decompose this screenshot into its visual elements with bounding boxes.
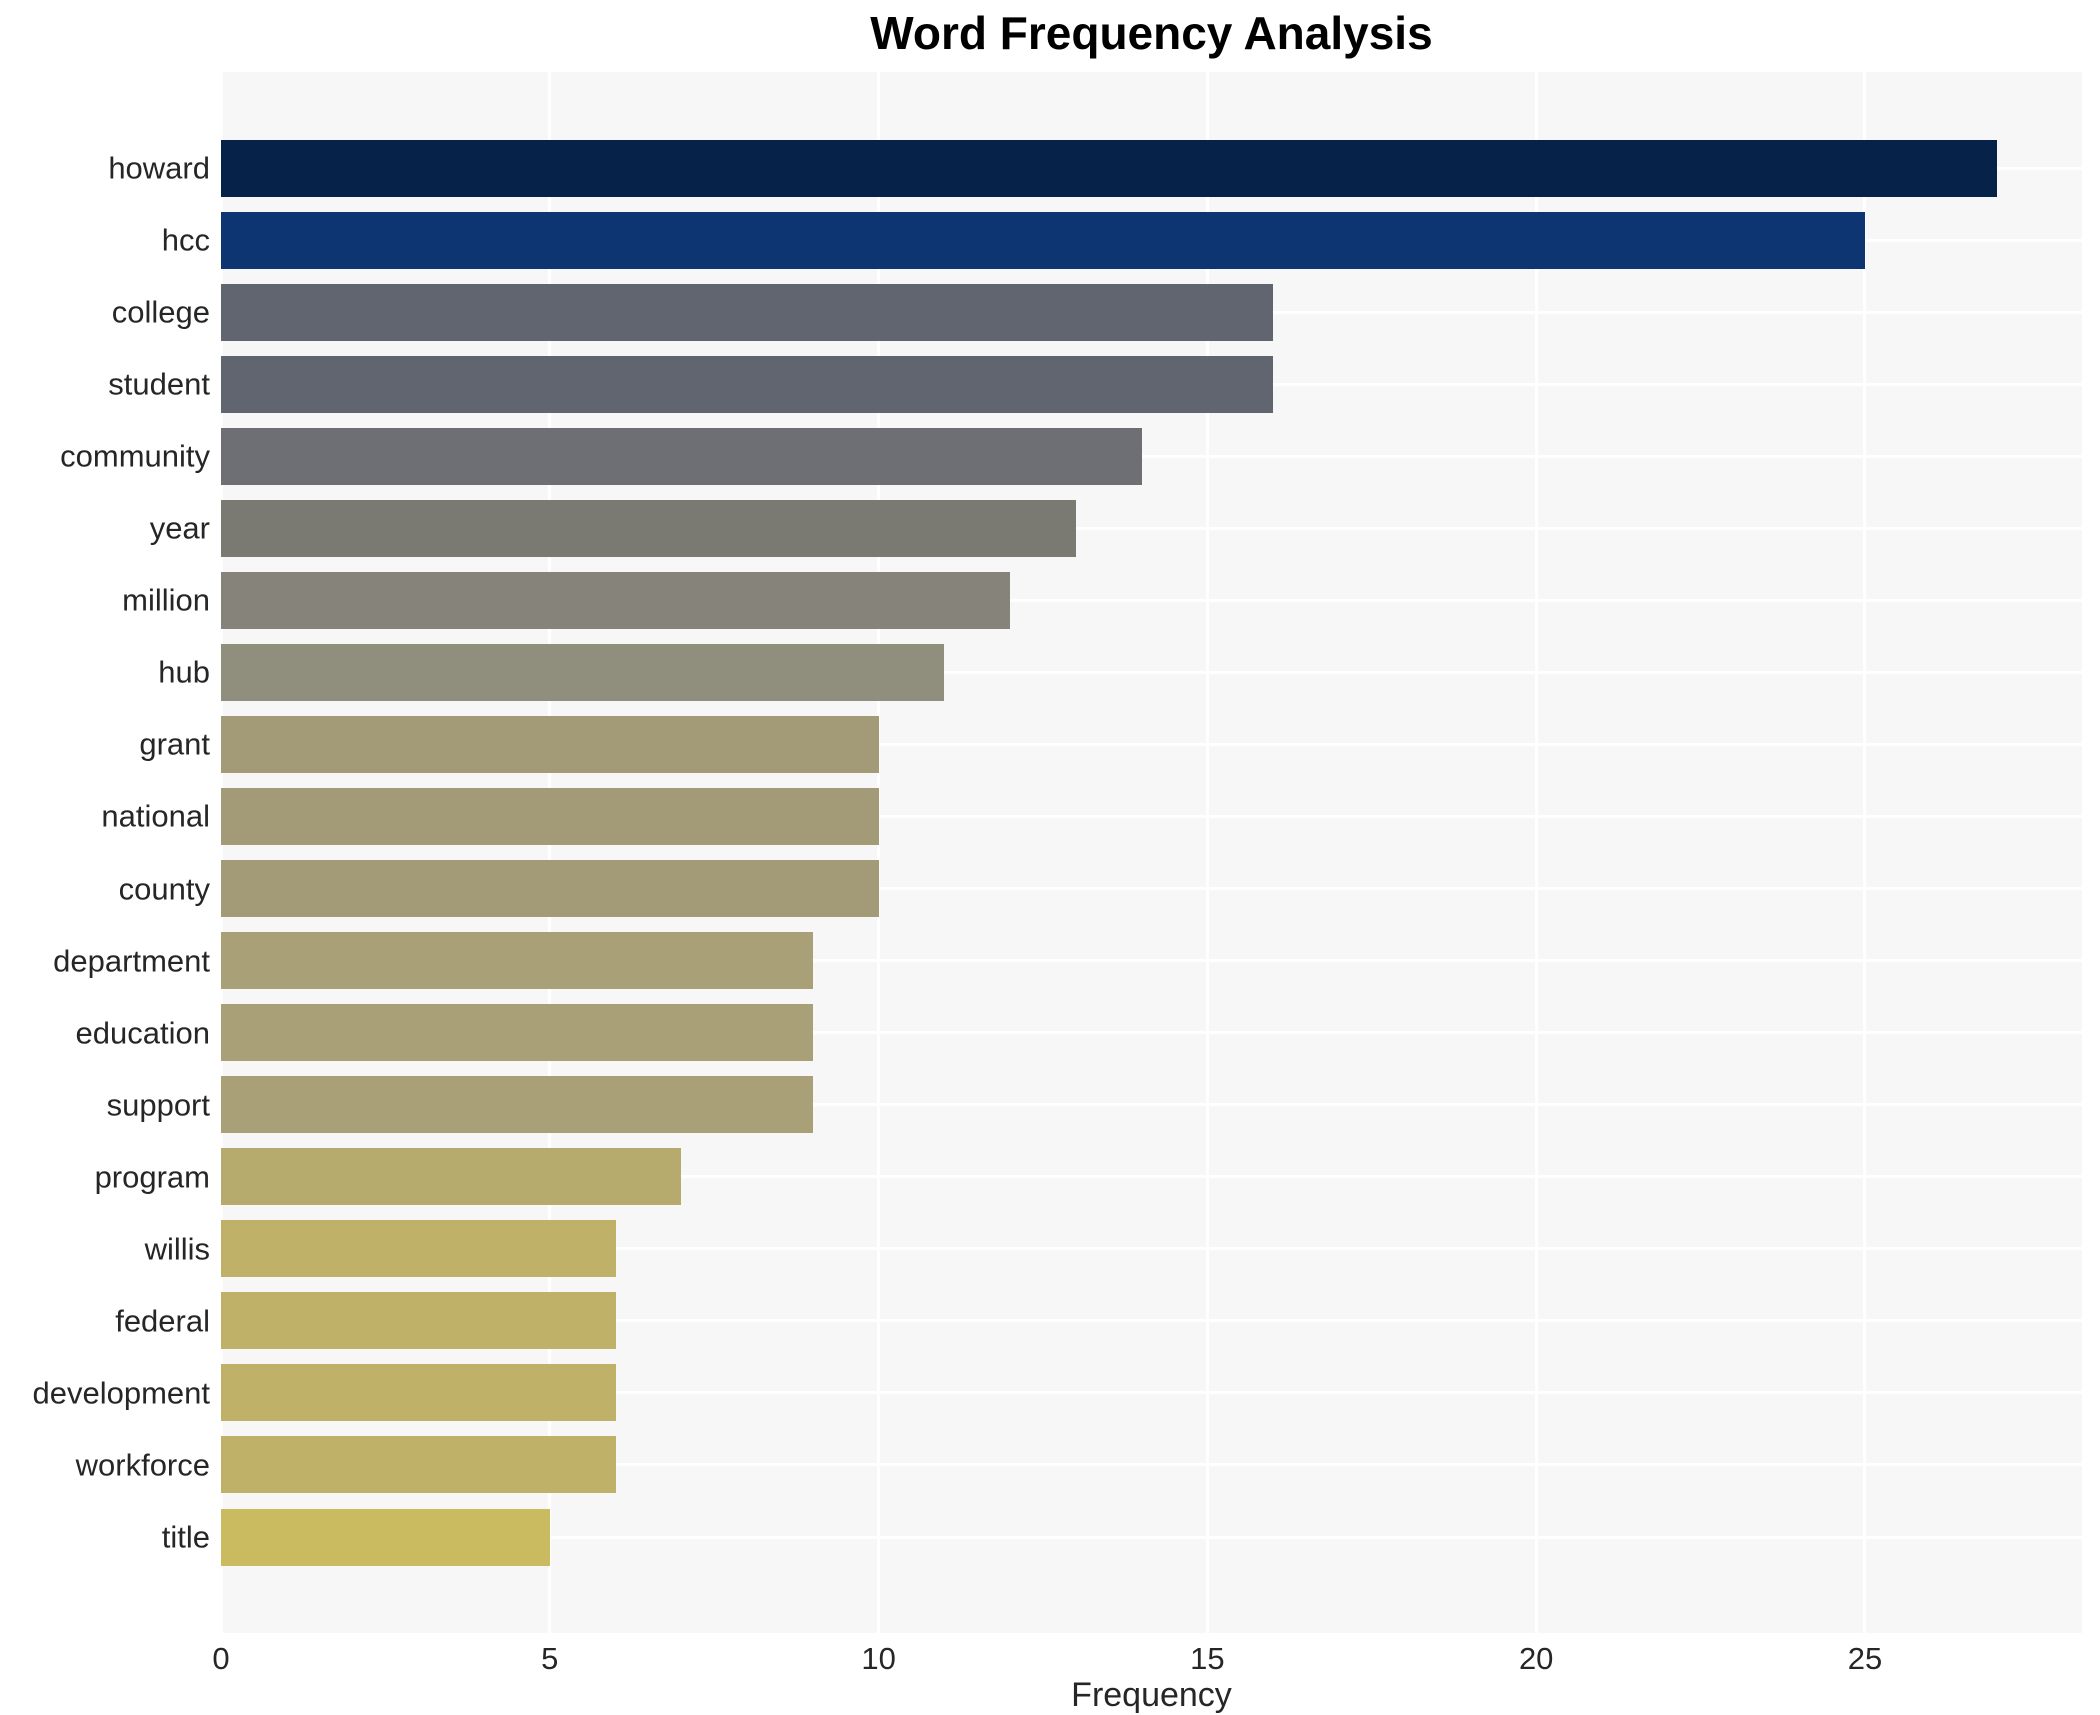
x-tick-label-5: 5 — [541, 1641, 559, 1676]
gridline-horizontal — [221, 454, 2082, 458]
gridline-horizontal — [221, 742, 2082, 746]
gridline-horizontal — [221, 887, 2082, 891]
bar-community — [221, 427, 1142, 485]
bar-county — [221, 860, 879, 918]
gridline-vertical — [877, 72, 881, 1633]
y-axis-label-year: year — [149, 510, 210, 546]
gridline-horizontal — [221, 959, 2082, 963]
gridline-vertical — [1205, 72, 1209, 1633]
gridline-horizontal — [221, 814, 2082, 818]
y-axis-label-department: department — [53, 943, 210, 979]
gridline-horizontal — [221, 1463, 2082, 1467]
y-axis-label-support: support — [106, 1087, 210, 1123]
gridline-horizontal — [221, 526, 2082, 530]
bar-hcc — [221, 211, 1865, 269]
y-axis-label-million: million — [122, 582, 210, 618]
bar-title — [221, 1508, 550, 1566]
y-axis-label-willis: willis — [144, 1231, 210, 1267]
y-axis-label-grant: grant — [139, 726, 210, 762]
bar-student — [221, 355, 1274, 413]
bar-national — [221, 787, 879, 845]
bar-federal — [221, 1292, 616, 1350]
y-axis-label-development: development — [32, 1375, 210, 1411]
gridline-vertical — [548, 72, 552, 1633]
bar-development — [221, 1364, 616, 1422]
gridline-horizontal — [221, 1535, 2082, 1539]
y-axis-label-national: national — [101, 798, 210, 834]
y-axis-label-program: program — [94, 1159, 210, 1195]
bar-education — [221, 1004, 813, 1062]
gridline-horizontal — [221, 670, 2082, 674]
gridline-horizontal — [221, 1247, 2082, 1251]
gridline-horizontal — [221, 1391, 2082, 1395]
y-axis-label-hcc: hcc — [161, 222, 210, 258]
gridline-horizontal — [221, 1319, 2082, 1323]
y-axis-label-federal: federal — [115, 1303, 210, 1339]
x-axis-label: Frequency — [1071, 1676, 1232, 1714]
bar-program — [221, 1148, 682, 1206]
x-tick-label-10: 10 — [861, 1641, 896, 1676]
bar-hub — [221, 643, 945, 701]
gridline-vertical — [1534, 72, 1538, 1633]
y-axis-label-hub: hub — [158, 654, 210, 690]
y-axis-label-howard: howard — [108, 150, 210, 186]
gridline-vertical — [219, 72, 223, 1633]
gridline-horizontal — [221, 598, 2082, 602]
gridline-vertical — [1863, 72, 1867, 1633]
y-axis-label-community: community — [60, 438, 210, 474]
gridline-horizontal — [221, 1103, 2082, 1107]
x-tick-label-20: 20 — [1518, 1641, 1554, 1676]
bar-grant — [221, 715, 879, 773]
y-axis-label-county: county — [118, 871, 210, 907]
y-axis-label-workforce: workforce — [75, 1447, 210, 1483]
bar-howard — [221, 139, 1997, 197]
x-tick-label-15: 15 — [1190, 1641, 1225, 1676]
chart-title: Word Frequency Analysis — [870, 7, 1433, 59]
y-axis-labels: howard hcc college student community year mill… — [0, 72, 210, 1633]
bar-million — [221, 571, 1011, 629]
bar-workforce — [221, 1436, 616, 1494]
bar-college — [221, 283, 1274, 341]
x-tick-label-25: 25 — [1847, 1641, 1883, 1676]
gridline-horizontal — [221, 1031, 2082, 1035]
y-axis-label-education: education — [75, 1015, 210, 1051]
y-axis-label-title: title — [161, 1519, 210, 1555]
bar-department — [221, 932, 813, 990]
plot-area — [219, 72, 2082, 1633]
x-axis-ticks: 0 5 10 15 20 25 — [212, 1641, 2082, 1681]
bar-year — [221, 499, 1076, 557]
gridline-horizontal — [221, 1175, 2082, 1179]
y-axis-label-student: student — [108, 366, 210, 402]
x-tick-label-0: 0 — [212, 1641, 230, 1676]
y-axis-label-college: college — [111, 294, 210, 330]
bar-support — [221, 1076, 813, 1134]
bar-willis — [221, 1220, 616, 1278]
